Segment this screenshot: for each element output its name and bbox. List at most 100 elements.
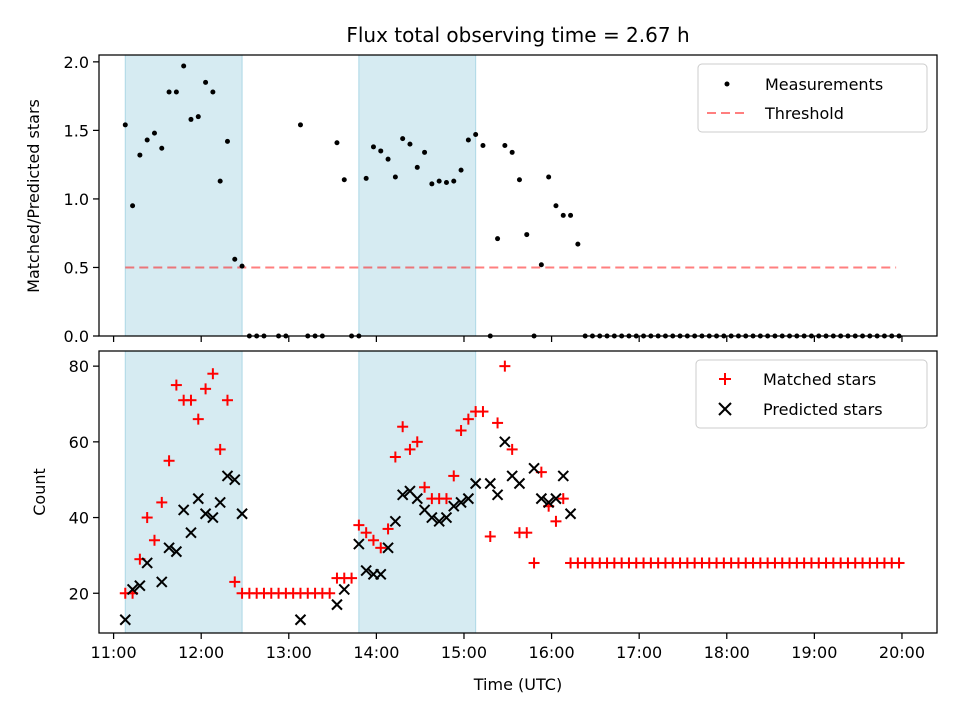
matched-star-point [404,443,416,455]
bottom-legend-box [695,359,928,429]
bottom-x-tick-label: 13:00 [266,643,312,662]
matched-star-point [484,530,496,542]
measurement-point [144,137,150,143]
predicted-star-point [126,583,139,596]
shaded-interval-2 [358,350,477,634]
predicted-star-point [469,477,482,490]
measurement-point [451,178,457,184]
top-axes-frame [98,54,938,337]
matched-star-point [170,379,182,391]
shaded-interval-1 [124,54,243,337]
matched-star-point [893,557,905,569]
measurement-point [378,148,384,154]
bottom-x-tick-label: 11:00 [91,643,137,662]
measurement-point [166,89,172,95]
predicted-star-point [360,564,372,577]
measurement-point [436,178,442,184]
top-shaded-regions [124,54,477,337]
predicted-star-point [177,504,190,516]
bottom-x-tick-label: 12:00 [178,643,224,662]
measurement-point [407,141,413,147]
matched-star-point [411,436,423,448]
predicted-legend-marker [718,402,732,416]
predicted-star-point [294,614,307,626]
measurement-point [137,152,143,158]
predicted-star-point [491,489,504,501]
predicted-star-point [389,515,402,528]
predicted-star-point [440,511,453,524]
predicted-star-point [236,508,248,520]
measurement-point [130,203,136,209]
measurement-point [429,181,435,187]
matched-star-point [367,534,379,546]
measurement-point [568,212,574,218]
measurement-point [232,256,238,262]
predicted-star-point [199,508,212,520]
measurement-point [400,136,406,142]
matched-star-point [324,587,336,599]
measurements-legend-label: Measurements [765,75,883,94]
measurement-point [465,137,471,143]
predicted-star-point [338,583,350,596]
measurement-point [495,236,501,242]
bottom-x-ticks: 11:00 12:00 13:00 14:00 15:00 16:00 17:00 18:00… [91,633,925,662]
matched-star-point [389,451,401,463]
top-y-tick-label: 0.0 [64,327,89,346]
matched-legend-marker [719,373,731,385]
measurement-point [546,174,552,180]
bottom-y-tick-label: 80 [69,357,89,376]
matched-star-point [221,394,233,406]
measurement-point [560,212,566,218]
matched-star-point [550,515,562,527]
measurement-point [151,130,157,136]
bottom-y-axis-label: Count [30,468,49,516]
top-y-tick-label: 1.0 [64,190,89,209]
matched-star-point [477,406,489,418]
chart-title: Flux total observing time = 2.67 h [346,23,689,47]
bottom-x-tick-label: 15:00 [441,643,487,662]
predicted-star-point [170,545,183,558]
matched-star-point [185,394,197,406]
predicted-star-point [550,492,562,505]
predicted-legend-label: Predicted stars [763,400,883,419]
matched-star-point [419,481,431,493]
shaded-interval-1 [124,350,243,634]
bottom-x-tick-label: 19:00 [791,643,837,662]
predicted-star-point [462,492,475,505]
top-legend-box [697,63,928,133]
x-axis-label: Time (UTC) [473,675,562,694]
bottom-x-tick-label: 20:00 [879,643,925,662]
top-y-tick-label: 0.5 [64,258,89,277]
top-panel: 0.00.51.01.52.0 Matched/Predicted stars … [24,53,938,346]
bottom-y-ticks: 20 40 60 80 [69,357,99,603]
measurement-point [181,63,187,69]
measurement-point [239,263,245,269]
bottom-y-tick-label: 40 [69,509,89,528]
measurements-legend-marker [724,81,730,87]
predicted-star-point [499,436,511,448]
predicted-star-point [156,576,168,588]
measurement-point [334,140,340,146]
measurement-point [217,178,223,184]
measurement-point [173,89,179,95]
top-x-ticks [112,336,903,342]
bottom-x-tick-label: 18:00 [704,643,750,662]
predicted-star-point [535,492,548,505]
measurement-point [297,122,303,128]
matched-star-point [499,360,511,372]
matched-star-point [192,413,204,425]
measurement-point [575,241,581,247]
matched-star-point [148,534,160,546]
predicted-star-point [513,477,526,490]
measurement-point [224,138,230,144]
matched-star-point [455,424,467,436]
bottom-plot-area [119,360,905,626]
top-y-tick-label: 2.0 [64,53,89,72]
measurement-point [392,174,398,180]
measurement-point [443,179,449,185]
predicted-star-point [141,557,153,569]
matched-star-point [229,576,241,588]
top-y-tick-label: 1.5 [64,121,89,140]
predicted-star-point [353,538,365,550]
matched-star-point [200,383,212,395]
